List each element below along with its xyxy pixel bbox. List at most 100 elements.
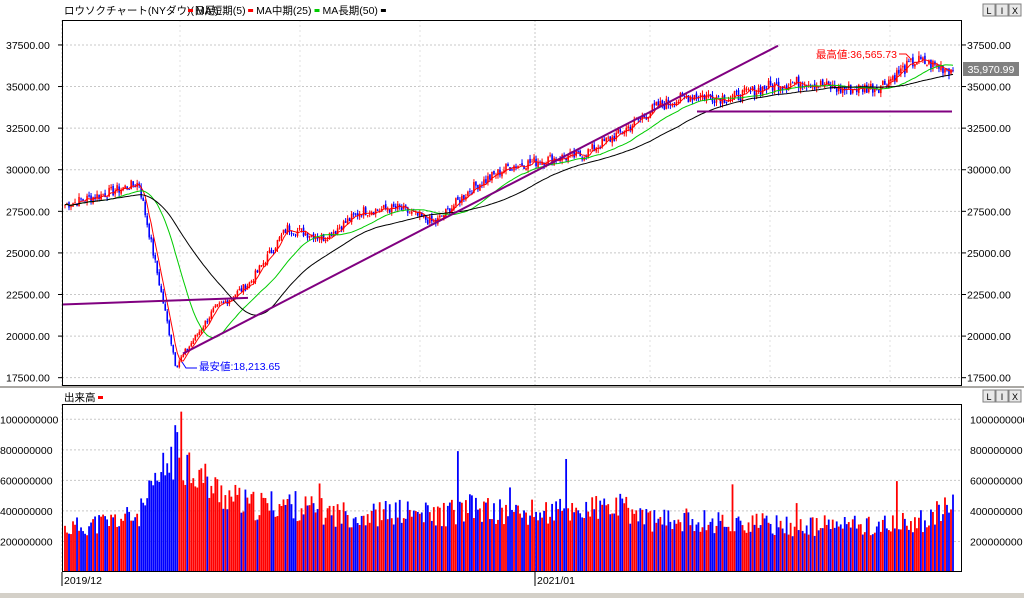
- volume-bar: [559, 498, 562, 572]
- volume-bar: [322, 524, 325, 572]
- candle-body: [370, 212, 373, 215]
- volume-bar: [725, 526, 728, 572]
- volume-bar: [382, 509, 385, 572]
- volume-tick-label-left: 1000000000: [0, 414, 59, 426]
- volume-bar: [916, 528, 918, 572]
- volume-bar: [318, 483, 321, 572]
- candle-body: [918, 55, 920, 63]
- candle-body: [607, 137, 610, 139]
- candle-body: [394, 205, 397, 209]
- candle-body: [711, 95, 714, 102]
- volume-bar: [946, 504, 948, 572]
- volume-bar: [721, 514, 724, 572]
- candle-body: [421, 212, 423, 217]
- candle-body: [751, 86, 754, 90]
- volume-bar: [767, 522, 770, 572]
- candle-body: [262, 263, 265, 266]
- volume-bar: [609, 514, 612, 572]
- volume-bar: [885, 528, 888, 572]
- window-control-button[interactable]: [982, 389, 996, 403]
- volume-bar: [350, 527, 353, 572]
- volume-bar: [621, 498, 624, 572]
- candle-body: [884, 81, 886, 85]
- price-legend: ロウソクチャート(NYダウ)(日足): [64, 4, 218, 17]
- volume-bar: [196, 487, 199, 572]
- volume-bar: [912, 532, 914, 572]
- volume-bar: [64, 525, 66, 572]
- volume-bar: [533, 517, 535, 572]
- candle-body: [142, 198, 144, 201]
- volume-bar: [493, 503, 495, 572]
- candle-body: [833, 84, 836, 89]
- volume-bar: [236, 494, 239, 572]
- window-control-button[interactable]: [995, 389, 1009, 403]
- volume-bar: [677, 519, 680, 572]
- candle-body: [336, 228, 339, 235]
- volume-bar: [841, 528, 844, 572]
- volume-bar: [940, 520, 942, 572]
- candle-body: [427, 219, 429, 225]
- window-control-button[interactable]: [995, 3, 1009, 17]
- volume-bar: [545, 502, 547, 572]
- candle-body: [160, 286, 163, 292]
- volume-bar: [729, 531, 732, 572]
- candle-body: [743, 87, 746, 92]
- volume-bar: [74, 524, 76, 572]
- candle-body: [144, 201, 146, 216]
- candle-body: [392, 203, 395, 207]
- volume-bar: [378, 502, 381, 572]
- candle-body: [591, 144, 593, 150]
- volume-bar: [338, 509, 341, 572]
- window-control-label: L: [986, 392, 991, 402]
- volume-bar: [416, 511, 419, 572]
- candle-body: [547, 156, 549, 164]
- candle-body: [306, 233, 309, 238]
- volume-bar: [877, 521, 880, 572]
- candle-body: [280, 234, 283, 238]
- candle-body: [673, 106, 676, 108]
- volume-bar: [549, 516, 551, 572]
- volume-bar: [829, 529, 832, 572]
- volume-bar: [561, 510, 564, 572]
- volume-bar: [575, 507, 578, 572]
- low-label: 最安値:18,213.65: [199, 360, 280, 373]
- volume-bar: [258, 515, 261, 572]
- support-line: [61, 296, 249, 306]
- candle-body: [441, 215, 443, 217]
- volume-bar: [928, 525, 930, 572]
- candle-body: [898, 69, 900, 74]
- volume-bar: [711, 518, 714, 572]
- candle-body: [216, 304, 219, 307]
- window-control-button[interactable]: [1008, 3, 1022, 17]
- volume-bar: [186, 454, 189, 572]
- candle-body: [795, 76, 798, 84]
- volume-bar: [224, 495, 227, 572]
- volume-bar: [817, 530, 820, 572]
- volume-bar: [140, 498, 143, 572]
- volume-bar: [799, 519, 802, 572]
- volume-bar: [212, 493, 215, 572]
- candle-body: [639, 118, 642, 119]
- volume-bar: [705, 530, 708, 572]
- candle-body: [242, 284, 245, 293]
- candle-body: [354, 213, 357, 215]
- volume-legend-bar: [0, 388, 1024, 404]
- candle-body: [651, 104, 654, 114]
- volume-bar: [354, 517, 357, 572]
- window-control-button[interactable]: [1008, 389, 1022, 403]
- volume-bar: [284, 504, 287, 572]
- volume-bar: [260, 492, 263, 572]
- volume-bar: [336, 504, 339, 572]
- volume-bar: [210, 485, 213, 572]
- volume-bar: [114, 514, 117, 572]
- volume-bar: [867, 516, 870, 572]
- candle-body: [489, 174, 491, 180]
- window-control-button[interactable]: [982, 3, 996, 17]
- volume-bar: [428, 512, 431, 572]
- volume-bar: [495, 523, 497, 572]
- volume-bar: [709, 521, 712, 572]
- candle-body: [843, 87, 846, 91]
- candle-body: [124, 185, 126, 189]
